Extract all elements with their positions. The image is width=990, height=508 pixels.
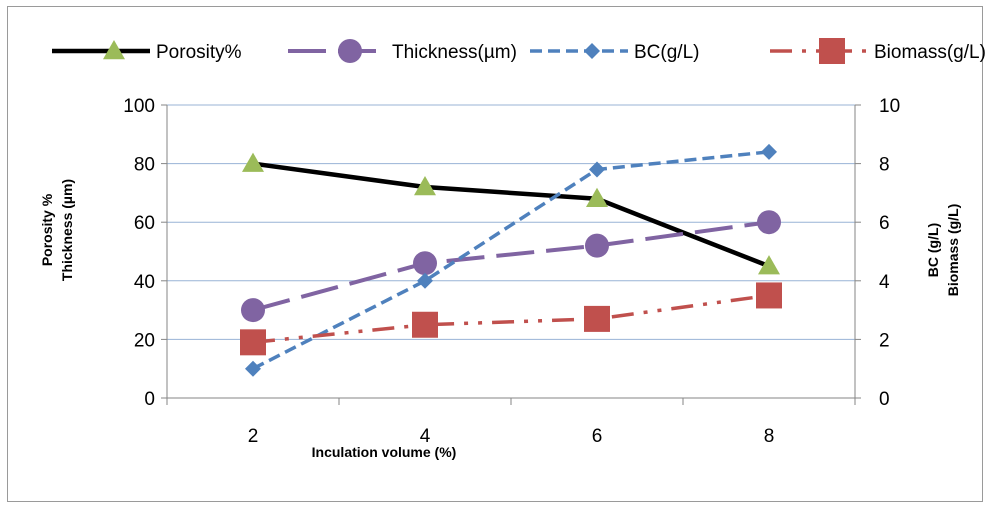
x-tick-label: 4 bbox=[420, 426, 431, 447]
data-point bbox=[412, 311, 438, 338]
data-point bbox=[245, 360, 261, 377]
data-point bbox=[413, 251, 437, 276]
legend-label: Biomass(g/L) bbox=[874, 42, 986, 63]
chart-frame bbox=[7, 6, 983, 502]
series-line bbox=[252, 150, 770, 371]
left-y-axis-title-thickness: Thickness (µm) bbox=[59, 179, 75, 281]
axes: 0 20 40 60 80 100 0 2 4 6 8 10 2 4 6 8 bbox=[123, 96, 900, 447]
left-y-tick-label: 20 bbox=[134, 330, 155, 351]
right-y-axis-title-biomass: Biomass (g/L) bbox=[945, 204, 961, 297]
series-1 bbox=[242, 152, 780, 275]
data-point bbox=[584, 305, 610, 332]
legend-label: Porosity% bbox=[156, 42, 242, 63]
right-y-tick-label: 4 bbox=[879, 272, 890, 293]
data-point bbox=[242, 152, 264, 172]
right-y-tick-label: 8 bbox=[879, 155, 890, 176]
left-y-tick-label: 100 bbox=[123, 96, 155, 117]
data-point bbox=[589, 161, 605, 178]
data-point bbox=[758, 255, 780, 275]
data-point bbox=[586, 187, 608, 208]
legend-item: Porosity% bbox=[52, 40, 242, 63]
series-line bbox=[252, 161, 770, 269]
data-point bbox=[417, 272, 433, 289]
legend: Porosity% Thickness(µm) BC(g/L) Biomass(g/L… bbox=[52, 38, 986, 64]
x-tick-label: 6 bbox=[592, 426, 603, 447]
series-2 bbox=[241, 210, 781, 323]
series-line bbox=[252, 293, 770, 345]
x-tick-label: 8 bbox=[764, 426, 775, 447]
data-point bbox=[756, 282, 782, 309]
x-tick-label: 2 bbox=[248, 426, 259, 447]
left-y-tick-label: 0 bbox=[144, 389, 155, 410]
left-y-tick-label: 80 bbox=[134, 155, 155, 176]
data-point bbox=[414, 176, 436, 196]
left-y-axis-title-porosity: Porosity % bbox=[39, 193, 55, 266]
left-y-tick-label: 40 bbox=[134, 272, 155, 293]
legend-marker bbox=[103, 40, 125, 60]
legend-marker bbox=[819, 38, 845, 64]
series-3 bbox=[245, 143, 777, 377]
right-y-tick-label: 0 bbox=[879, 389, 890, 410]
right-y-tick-label: 10 bbox=[879, 96, 900, 117]
data-point bbox=[761, 143, 777, 160]
legend-label: BC(g/L) bbox=[634, 42, 699, 63]
legend-item: BC(g/L) bbox=[530, 42, 699, 63]
legend-item: Thickness(µm) bbox=[288, 39, 517, 63]
data-point bbox=[240, 329, 266, 356]
series-4 bbox=[240, 282, 782, 356]
series-group bbox=[240, 143, 782, 377]
data-point bbox=[241, 298, 265, 323]
legend-item: Biomass(g/L) bbox=[770, 38, 986, 64]
legend-label: Thickness(µm) bbox=[392, 42, 517, 63]
right-y-axis-title-bc: BC (g/L) bbox=[925, 223, 941, 277]
right-y-tick-label: 2 bbox=[879, 330, 890, 351]
legend-marker bbox=[338, 39, 362, 63]
x-axis-title: Inculation volume (%) bbox=[312, 444, 457, 460]
data-point bbox=[757, 210, 781, 235]
right-y-tick-label: 6 bbox=[879, 213, 890, 234]
data-point bbox=[585, 233, 609, 258]
legend-marker bbox=[584, 43, 600, 59]
gridlines bbox=[167, 104, 855, 340]
left-y-tick-label: 60 bbox=[134, 213, 155, 234]
series-line bbox=[252, 220, 770, 313]
